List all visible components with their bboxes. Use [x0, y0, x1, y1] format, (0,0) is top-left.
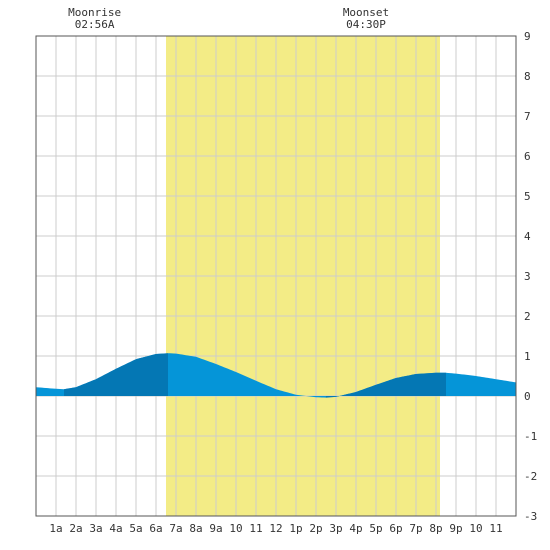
y-tick-label: 3 [524, 270, 531, 283]
x-tick-label: 9p [449, 522, 462, 535]
y-tick-label: 0 [524, 390, 531, 403]
x-tick-label: 10 [469, 522, 482, 535]
tide-area-rising [326, 372, 446, 398]
x-tick-label: 1a [49, 522, 62, 535]
x-tick-label: 2a [69, 522, 82, 535]
x-tick-label: 7a [169, 522, 182, 535]
x-tick-label: 2p [309, 522, 322, 535]
y-tick-label: 9 [524, 30, 531, 43]
x-tick-label: 6a [149, 522, 162, 535]
y-tick-label: 8 [524, 70, 531, 83]
y-tick-label: 5 [524, 190, 531, 203]
x-tick-label: 11 [489, 522, 502, 535]
x-tick-label: 8a [189, 522, 202, 535]
y-tick-label: 6 [524, 150, 531, 163]
x-tick-label: 3p [329, 522, 342, 535]
tide-area-rising [64, 353, 168, 396]
y-tick-label: 1 [524, 350, 531, 363]
x-tick-label: 12 [269, 522, 282, 535]
x-tick-label: 4p [349, 522, 362, 535]
moon-event-name: Moonset [343, 6, 389, 19]
y-tick-label: -1 [524, 430, 537, 443]
x-tick-label: 6p [389, 522, 402, 535]
y-tick-label: 7 [524, 110, 531, 123]
x-tick-label: 7p [409, 522, 422, 535]
x-tick-label: 10 [229, 522, 242, 535]
x-tick-label: 3a [89, 522, 102, 535]
y-tick-label: 4 [524, 230, 531, 243]
y-tick-label: -2 [524, 470, 537, 483]
moon-event-time: 04:30P [346, 18, 386, 31]
x-tick-label: 5a [129, 522, 142, 535]
moon-event-name: Moonrise [68, 6, 121, 19]
x-tick-label: 8p [429, 522, 442, 535]
x-tick-label: 4a [109, 522, 122, 535]
x-tick-label: 5p [369, 522, 382, 535]
y-tick-label: -3 [524, 510, 537, 523]
x-tick-label: 9a [209, 522, 222, 535]
x-tick-label: 1p [289, 522, 302, 535]
x-tick-label: 11 [249, 522, 262, 535]
grid-lines [36, 35, 516, 517]
moon-event-time: 02:56A [75, 18, 115, 31]
y-tick-label: 2 [524, 310, 531, 323]
plot-border [35, 35, 517, 517]
